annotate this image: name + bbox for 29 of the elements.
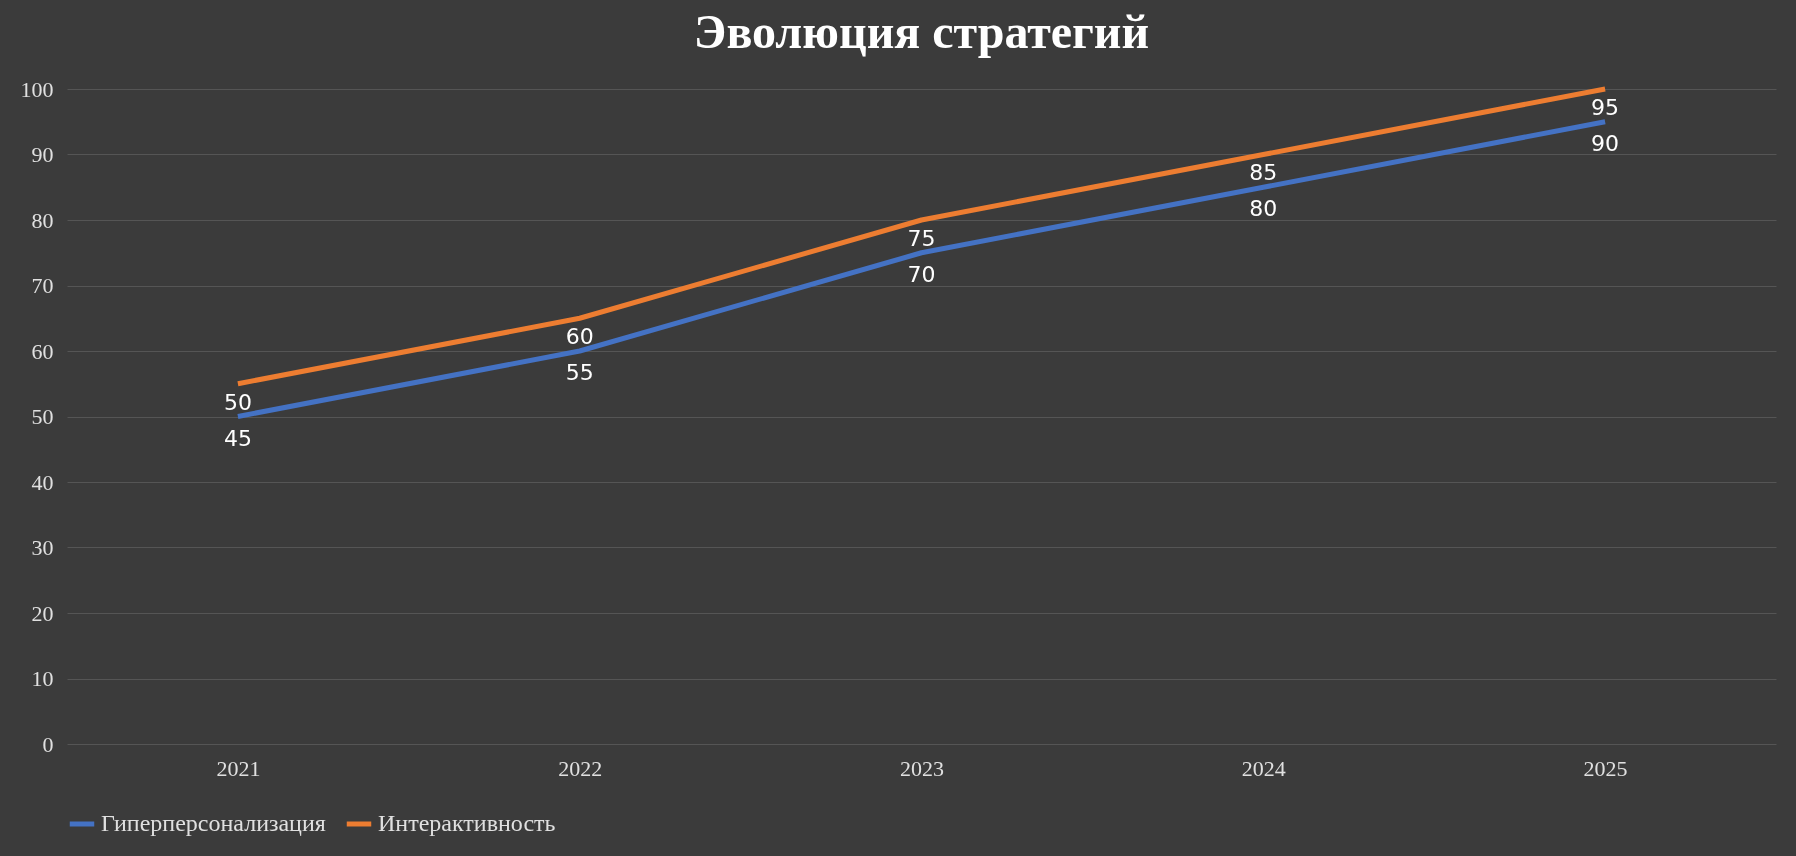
y-tick-label: 0 <box>42 731 54 757</box>
y-tick-label: 80 <box>31 207 54 233</box>
legend-label: Гиперперсонализация <box>101 810 326 836</box>
y-tick-label: 100 <box>20 76 54 102</box>
y-tick-label: 90 <box>31 142 54 167</box>
y-tick-label: 30 <box>31 535 54 560</box>
annotation: 90 <box>1591 130 1620 156</box>
annotation: 70 <box>907 261 936 287</box>
y-tick-label: 60 <box>31 338 54 364</box>
annotation: 55 <box>565 360 594 385</box>
data-label: 60 <box>565 324 594 349</box>
y-tick-label: 40 <box>31 469 54 495</box>
y-tick-label: 10 <box>31 666 54 691</box>
x-tick-label: 2023 <box>900 755 944 781</box>
y-tick-label: 70 <box>31 273 54 298</box>
x-tick-label: 2022 <box>558 755 603 781</box>
chart-title: Эволюция стратегий <box>693 5 1150 58</box>
legend-label: Интерактивность <box>378 810 556 836</box>
x-tick-label: 2024 <box>1241 755 1286 781</box>
data-label: 85 <box>1249 160 1278 186</box>
y-tick-label: 50 <box>31 404 54 429</box>
x-tick-label: 2025 <box>1583 755 1628 781</box>
data-label: 75 <box>907 225 936 251</box>
annotation: 80 <box>1249 196 1278 222</box>
y-tick-label: 20 <box>31 600 54 626</box>
data-label: 50 <box>223 389 252 415</box>
annotation: 45 <box>223 425 252 451</box>
x-tick-label: 2021 <box>216 755 261 781</box>
data-label: 95 <box>1591 94 1620 120</box>
